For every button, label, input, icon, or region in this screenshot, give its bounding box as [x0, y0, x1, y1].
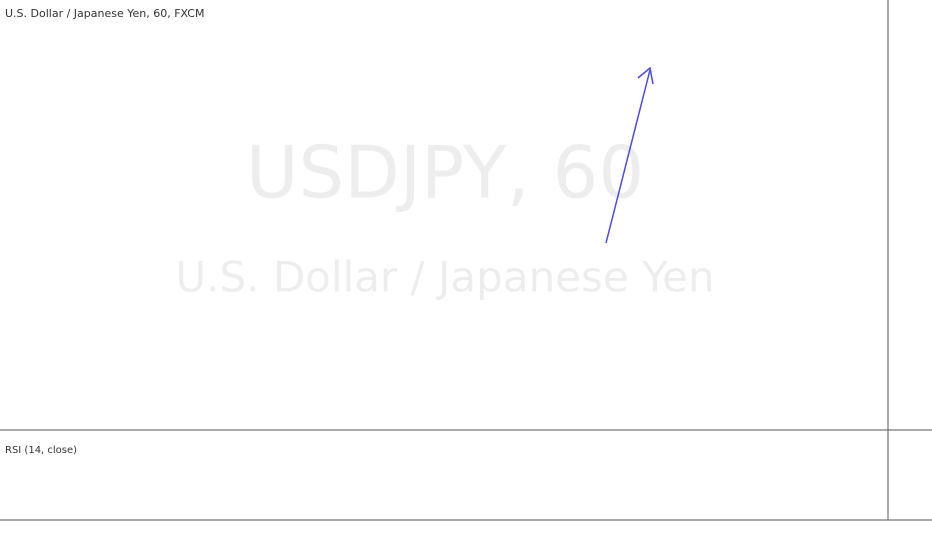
rsi-title: RSI (14, close): [5, 445, 77, 456]
watermark-symbol: USDJPY, 60: [246, 131, 644, 215]
drawn-arrow: [605, 69, 651, 244]
chart-title: U.S. Dollar / Japanese Yen, 60, FXCM: [5, 7, 204, 20]
watermark-name: U.S. Dollar / Japanese Yen: [175, 253, 714, 302]
drawn-arrow-head: [637, 66, 654, 85]
